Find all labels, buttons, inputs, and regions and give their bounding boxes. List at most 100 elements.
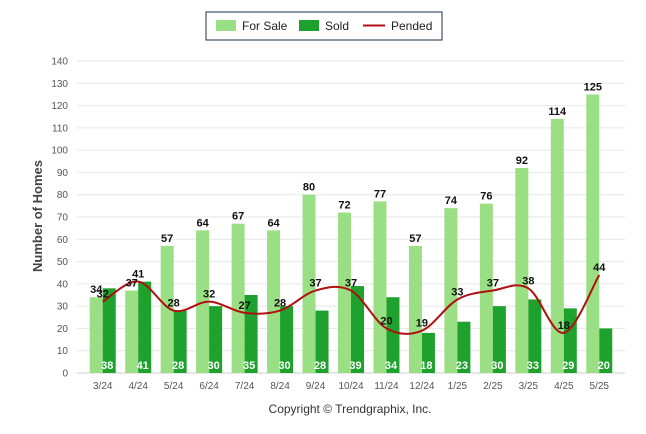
- label-for-sale: 57: [409, 233, 421, 245]
- label-sold: 30: [491, 360, 503, 372]
- y-tick-label: 10: [57, 346, 69, 357]
- label-pended: 27: [238, 300, 250, 312]
- data-labels: 3438374157286430673564308028723977345718…: [90, 81, 610, 372]
- label-pended: 37: [345, 278, 357, 290]
- label-for-sale: 64: [267, 217, 280, 229]
- x-tick-label: 3/25: [519, 381, 539, 392]
- x-tick-label: 1/25: [448, 381, 468, 392]
- y-tick-label: 140: [51, 57, 68, 68]
- y-tick-label: 100: [51, 146, 68, 157]
- bar-for-sale-8-24: [267, 230, 281, 373]
- label-pended: 28: [274, 298, 286, 310]
- bar-sold-4-24: [138, 281, 152, 373]
- label-for-sale: 64: [197, 217, 210, 229]
- x-tick-label: 5/25: [590, 381, 610, 392]
- label-for-sale: 57: [161, 233, 173, 245]
- label-pended: 32: [97, 289, 109, 301]
- label-sold: 30: [278, 360, 290, 372]
- label-sold: 35: [243, 360, 255, 372]
- x-tick-label: 10/24: [338, 381, 363, 392]
- label-pended: 41: [132, 269, 144, 281]
- legend-swatch-sold: [299, 20, 319, 31]
- x-tick-label: 2/25: [483, 381, 503, 392]
- x-axis-ticks: 3/24 4/24 5/24 6/24 7/24 8/24 9/24 10/24 11/24 12…: [93, 381, 609, 392]
- label-for-sale: 37: [126, 278, 138, 290]
- y-tick-label: 70: [57, 213, 69, 224]
- y-tick-label: 20: [57, 324, 69, 335]
- x-tick-label: 4/25: [554, 381, 574, 392]
- bar-for-sale-12-24: [408, 245, 422, 373]
- y-axis-title: Number of Homes: [30, 160, 45, 272]
- y-tick-label: 90: [57, 168, 69, 179]
- label-for-sale: 67: [232, 211, 244, 223]
- x-tick-label: 5/24: [164, 381, 184, 392]
- legend-label-pended: Pended: [391, 19, 432, 33]
- bar-sold-12-24: [421, 332, 435, 373]
- label-sold: 33: [527, 360, 539, 372]
- label-for-sale: 80: [303, 182, 315, 194]
- bar-sold-2-25: [492, 306, 506, 373]
- label-for-sale: 125: [584, 81, 602, 93]
- bar-sold-5-24: [173, 310, 187, 373]
- y-tick-label: 50: [57, 257, 69, 268]
- bar-for-sale-4-24: [125, 290, 139, 373]
- bar-for-sale-11-24: [373, 201, 387, 373]
- label-sold: 28: [172, 360, 184, 372]
- label-pended: 37: [309, 278, 321, 290]
- legend: For Sale Sold Pended: [205, 11, 443, 41]
- bar-sold-5-25: [599, 328, 613, 373]
- bar-sold-11-24: [386, 297, 400, 373]
- bar-sold-6-24: [209, 306, 223, 373]
- y-tick-label: 30: [57, 302, 69, 313]
- x-tick-label: 4/24: [128, 381, 148, 392]
- y-tick-label: 40: [57, 279, 69, 290]
- bar-for-sale-10-24: [338, 212, 351, 373]
- y-tick-label: 60: [57, 235, 69, 246]
- bar-for-sale-9-24: [302, 194, 316, 373]
- x-tick-label: 6/24: [199, 381, 219, 392]
- label-sold: 30: [208, 360, 220, 372]
- label-sold: 34: [385, 360, 398, 372]
- bar-for-sale-2-25: [479, 203, 493, 373]
- x-tick-label: 8/24: [270, 381, 290, 392]
- bar-sold-1-25: [457, 321, 471, 373]
- bar-for-sale-6-24: [196, 230, 210, 373]
- legend-label-for-sale: For Sale: [242, 19, 288, 33]
- bars: [89, 94, 613, 373]
- label-for-sale: 76: [480, 191, 492, 203]
- bar-for-sale-3-24: [89, 297, 103, 373]
- legend-label-sold: Sold: [325, 19, 349, 33]
- y-tick-label: 110: [52, 123, 68, 134]
- label-pended: 28: [168, 298, 180, 310]
- bar-for-sale-7-24: [231, 223, 245, 373]
- bar-sold-9-24: [315, 310, 329, 373]
- bar-for-sale-5-24: [160, 245, 174, 373]
- label-sold: 18: [420, 360, 432, 372]
- x-tick-label: 3/24: [93, 381, 113, 392]
- label-pended: 37: [487, 278, 499, 290]
- pended-line: [102, 274, 601, 335]
- label-for-sale: 92: [516, 155, 528, 167]
- label-pended: 38: [522, 275, 534, 287]
- y-tick-label: 120: [51, 101, 68, 112]
- label-for-sale: 77: [374, 188, 386, 200]
- pended-line-layer: [102, 274, 601, 335]
- label-sold: 28: [314, 360, 326, 372]
- label-sold: 20: [598, 360, 610, 372]
- label-sold: 41: [137, 360, 149, 372]
- y-tick-label: 80: [57, 190, 69, 201]
- x-tick-label: 12/24: [409, 381, 434, 392]
- bar-for-sale-1-25: [444, 208, 458, 373]
- label-sold: 39: [349, 360, 361, 372]
- x-tick-label: 11/24: [374, 381, 399, 392]
- bar-sold-10-24: [351, 286, 364, 373]
- y-axis-ticks: 0 10 20 30 40 50 60 70 80 90 100 110 120 130 140: [51, 57, 68, 380]
- label-for-sale: 74: [445, 195, 458, 207]
- y-tick-label: 0: [62, 369, 68, 380]
- bar-for-sale-5-25: [586, 94, 600, 373]
- bar-sold-8-24: [280, 306, 294, 373]
- y-tick-label: 130: [51, 79, 68, 90]
- label-pended: 20: [380, 315, 392, 327]
